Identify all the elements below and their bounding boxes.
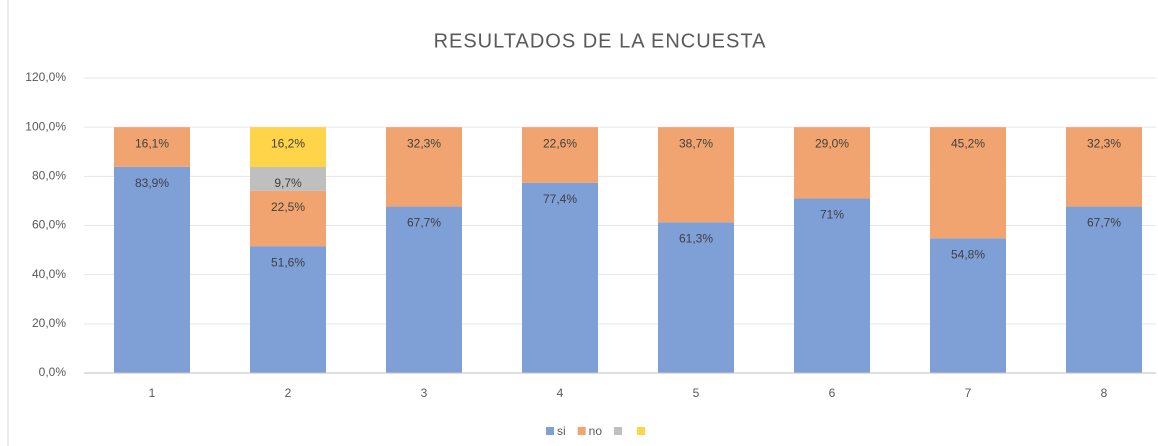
data-label: 16,2%: [271, 136, 305, 150]
bar-segment: [114, 127, 190, 167]
bar-segment: [930, 127, 1006, 239]
y-tick-label: 80,0%: [32, 169, 66, 183]
data-label: 61,3%: [679, 231, 713, 245]
x-tick-label: 6: [829, 386, 836, 400]
data-label: 67,7%: [1087, 216, 1121, 230]
bar-segment: [1066, 127, 1142, 207]
bar-segment: [386, 206, 462, 373]
data-label: 71%: [820, 208, 844, 222]
x-tick-label: 7: [965, 386, 972, 400]
data-label: 29,0%: [815, 136, 849, 150]
bar-segment: [250, 166, 326, 191]
y-tick-label: 40,0%: [32, 267, 66, 281]
bar-segment: [250, 246, 326, 373]
chart-title: RESULTADOS DE LA ENCUESTA: [434, 30, 767, 52]
bar-segment: [1066, 206, 1142, 373]
bar-segment: [794, 198, 870, 373]
bar-segment: [250, 190, 326, 247]
data-label: 32,3%: [1087, 136, 1121, 150]
x-tick-label: 2: [285, 386, 292, 400]
data-label: 67,7%: [407, 216, 441, 230]
data-label: 32,3%: [407, 136, 441, 150]
bar-segment: [930, 238, 1006, 373]
legend-swatch: [637, 427, 646, 435]
y-tick-label: 100,0%: [25, 119, 66, 133]
data-label: 54,8%: [951, 247, 985, 261]
x-tick-label: 4: [557, 386, 564, 400]
x-tick-label: 5: [693, 386, 700, 400]
bar-segment: [658, 222, 734, 373]
bar-segment: [522, 127, 598, 183]
data-label: 77,4%: [543, 192, 577, 206]
y-tick-label: 0,0%: [39, 365, 67, 379]
legend-label: no: [589, 424, 603, 438]
y-tick-label: 60,0%: [32, 218, 66, 232]
data-label: 22,5%: [271, 200, 305, 214]
bar-segment: [386, 127, 462, 207]
legend-swatch: [546, 427, 554, 435]
legend-swatch: [614, 427, 623, 435]
data-label: 83,9%: [135, 176, 169, 190]
x-tick-label: 8: [1101, 386, 1108, 400]
data-label: 22,6%: [543, 136, 577, 150]
data-label: 16,1%: [135, 136, 169, 150]
bar-segment: [658, 127, 734, 223]
legend-label: si: [557, 424, 566, 438]
bar-segment: [794, 127, 870, 199]
x-tick-label: 1: [149, 386, 156, 400]
y-tick-label: 20,0%: [32, 316, 66, 330]
y-tick-label: 120,0%: [25, 70, 66, 84]
x-tick-label: 3: [421, 386, 428, 400]
data-label: 9,7%: [274, 176, 302, 190]
bar-segment: [114, 166, 190, 373]
data-label: 38,7%: [679, 136, 713, 150]
data-label: 45,2%: [951, 136, 985, 150]
bar-segment: [522, 182, 598, 373]
legend-swatch: [577, 427, 586, 435]
data-label: 51,6%: [271, 255, 305, 269]
bar-segment: [250, 127, 326, 167]
